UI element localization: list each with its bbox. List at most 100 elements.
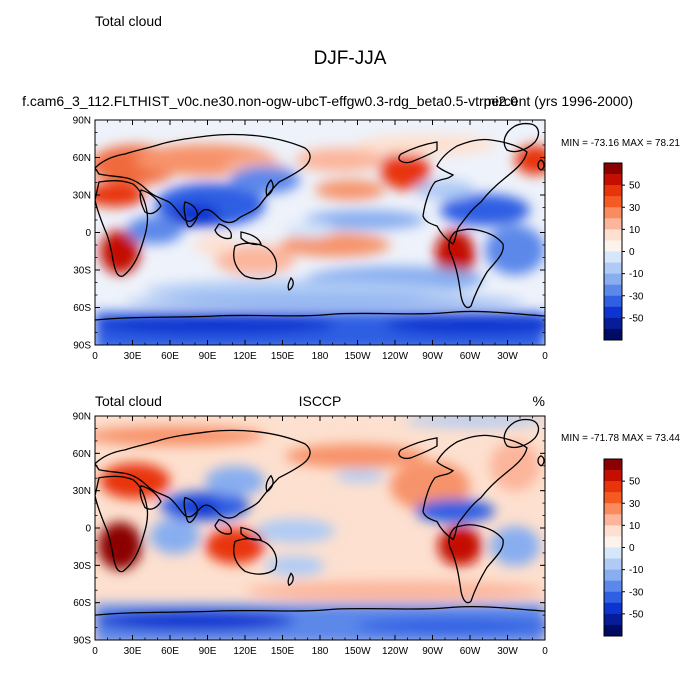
y-tick-label: 30S	[73, 266, 91, 277]
x-tick-label: 60W	[460, 351, 481, 362]
colorbar-swatch	[604, 470, 622, 482]
cloud-field-model	[95, 135, 545, 345]
x-tick-label: 120E	[233, 646, 257, 657]
colorbar-swatch	[604, 492, 622, 504]
colorbar-label: 50	[629, 181, 641, 192]
panel-model-stats: MIN = -73.16 MAX = 78.21	[561, 138, 680, 149]
y-tick-label: 90S	[73, 341, 91, 352]
y-tick-label: 90N	[73, 116, 91, 127]
colorbar-swatch	[604, 591, 622, 604]
colorbar-swatch	[604, 229, 622, 241]
panel-obs-right-label: %	[533, 393, 545, 409]
panel-model-center-label: f.cam6_3_112.FLTHIST_v0c.ne30.non-ogw-ub…	[22, 93, 518, 109]
x-tick-label: 0	[92, 351, 98, 362]
x-tick-label: 180	[312, 351, 329, 362]
x-tick-label: 0	[542, 351, 548, 362]
colorbar-swatch	[604, 536, 622, 548]
x-tick-label: 30W	[497, 646, 518, 657]
y-tick-label: 60S	[73, 598, 91, 609]
colorbar-swatch	[604, 196, 622, 208]
colorbar-swatch	[604, 580, 622, 593]
colorbar-label: -30	[629, 587, 644, 598]
x-tick-label: 60W	[460, 646, 481, 657]
y-tick-label: 30N	[73, 191, 91, 202]
panel-obs-center-label: ISCCP	[299, 393, 342, 409]
panel-obs-stats: MIN = -71.78 MAX = 73.44	[561, 433, 680, 444]
colorbar-swatch	[604, 251, 622, 263]
x-tick-label: 30E	[124, 646, 142, 657]
colorbar-swatch	[604, 503, 622, 515]
colorbar-swatch	[604, 207, 622, 219]
x-tick-label: 150E	[271, 351, 295, 362]
panel-model-left-label: Total cloud	[95, 13, 162, 29]
panel-obs: Total cloud ISCCP %	[73, 393, 681, 657]
y-tick-label: 30N	[73, 486, 91, 497]
colorbar-swatch	[604, 525, 622, 537]
colorbar-swatch	[604, 624, 622, 637]
colorbar-label: -10	[629, 565, 644, 576]
y-tick-label: 90S	[73, 636, 91, 647]
x-tick-label: 120W	[382, 646, 409, 657]
colorbar-label: -50	[629, 313, 644, 324]
colorbar-swatch	[604, 262, 622, 274]
x-tick-label: 60E	[161, 351, 179, 362]
x-tick-label: 0	[92, 646, 98, 657]
y-tick-label: 60N	[73, 153, 91, 164]
colorbar-swatch	[604, 459, 622, 471]
x-ticks-obs: 0 30E 60E 90E 120E 150E 180 150W 120W 90W 60W 30W 0	[92, 416, 548, 657]
y-ticks-model: 90N 60N 30N 0 30S 60S 90S	[73, 116, 545, 352]
colorbar-label: 10	[629, 521, 641, 532]
y-tick-label: 60N	[73, 449, 91, 460]
colorbar-label: 30	[629, 499, 641, 510]
colorbar-swatch	[604, 558, 622, 570]
figure-title: DJF-JJA	[314, 48, 387, 69]
colorbar-swatch	[604, 317, 622, 330]
x-tick-label: 90E	[199, 646, 217, 657]
x-tick-label: 150W	[344, 646, 371, 657]
colorbar-swatch	[604, 185, 622, 197]
colorbar-label: 0	[629, 247, 635, 258]
y-tick-label: 0	[85, 524, 91, 535]
colorbar-swatch	[604, 174, 622, 186]
colorbar-swatch	[604, 295, 622, 308]
colorbar-swatch	[604, 613, 622, 626]
x-tick-label: 30W	[497, 351, 518, 362]
colorbar-swatch	[604, 273, 622, 285]
colorbar-swatch	[604, 602, 622, 615]
panel-model: Total cloud f.cam6_3_112.FLTHIST_v0c.ne3…	[22, 13, 680, 362]
x-tick-label: 150W	[344, 351, 371, 362]
colorbar-obs: 50 30 10 0 -10 -30 -50	[603, 458, 644, 637]
colorbar-swatch	[604, 218, 622, 230]
x-ticks-model: 0 30E 60E 90E 120E 150E 180 150W 120W 90W 60W 30W 0	[92, 120, 548, 362]
colorbar-label: -10	[629, 269, 644, 280]
colorbar-swatch	[604, 481, 622, 493]
x-tick-label: 60E	[161, 646, 179, 657]
y-tick-label: 30S	[73, 561, 91, 572]
colorbar-swatch	[604, 163, 622, 175]
colorbar-model: 50 30 10 0 -10 -30 -50	[603, 162, 644, 341]
x-tick-label: 180	[312, 646, 329, 657]
colorbar-label: 10	[629, 225, 641, 236]
x-tick-label: 120E	[233, 351, 257, 362]
colorbar-label: -50	[629, 609, 644, 620]
colorbar-label: 30	[629, 203, 641, 214]
colorbar-swatch	[604, 547, 622, 559]
colorbar-swatch	[604, 514, 622, 526]
colorbar-label: 0	[629, 543, 635, 554]
colorbar-swatch	[604, 569, 622, 581]
colorbar-swatch	[604, 328, 622, 341]
colorbar-swatch	[604, 284, 622, 297]
x-tick-label: 120W	[382, 351, 409, 362]
y-tick-label: 90N	[73, 412, 91, 423]
x-tick-label: 90W	[422, 351, 443, 362]
y-tick-label: 60S	[73, 303, 91, 314]
colorbar-swatch	[604, 240, 622, 252]
panel-model-right-label: percent (yrs 1996-2000)	[484, 93, 633, 109]
y-tick-label: 0	[85, 228, 91, 239]
x-tick-label: 0	[542, 646, 548, 657]
x-tick-label: 150E	[271, 646, 295, 657]
x-tick-label: 90E	[199, 351, 217, 362]
colorbar-swatch	[604, 306, 622, 319]
x-tick-label: 90W	[422, 646, 443, 657]
